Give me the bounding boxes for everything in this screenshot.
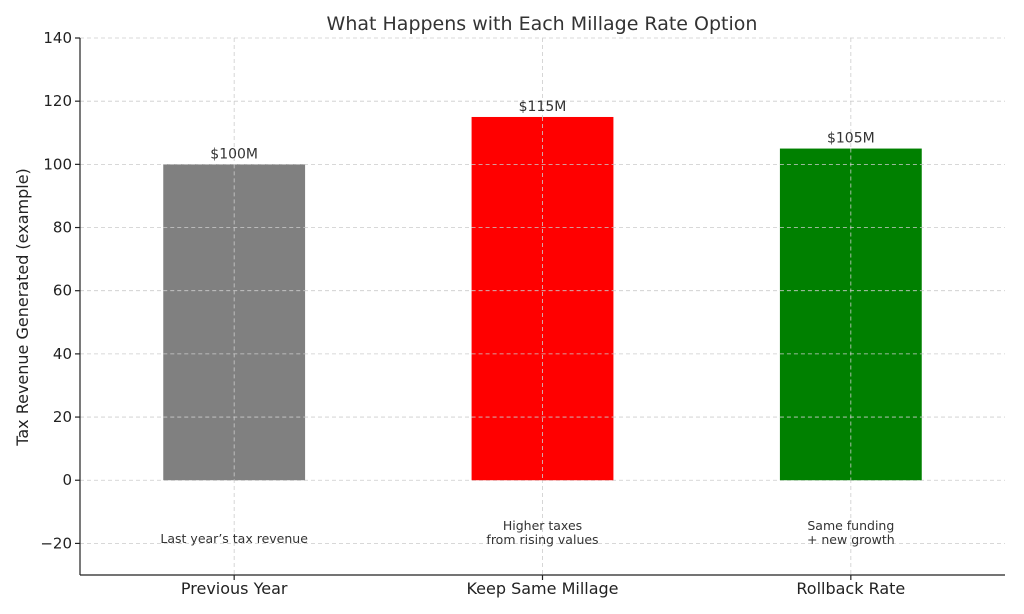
bar-value-label: $115M xyxy=(519,99,567,115)
y-tick-label: 120 xyxy=(43,92,72,110)
x-tick-label: Previous Year xyxy=(181,579,288,598)
bar-value-label: $105M xyxy=(827,131,875,147)
y-tick-label: 40 xyxy=(53,345,72,363)
bar-annotation: Last year’s tax revenue xyxy=(160,531,308,546)
bar-annotation: Same funding xyxy=(807,518,894,533)
y-tick-label: 20 xyxy=(53,408,72,426)
y-tick-label: −20 xyxy=(40,534,72,552)
axis-layer: −20 0 20 40 60 80 100 120 140 Previous Year Keep S… xyxy=(40,29,1005,598)
bar-layer xyxy=(163,116,922,481)
y-tick-label: 100 xyxy=(43,155,72,173)
text-layer: $100M $115M $105M Last year’s tax revenue Hi… xyxy=(160,99,894,547)
bar-annotation: from rising values xyxy=(486,532,598,547)
y-tick-label: 60 xyxy=(53,282,72,300)
y-axis-label: Tax Revenue Generated (example) xyxy=(13,168,32,447)
bar-annotation: + new growth xyxy=(807,532,895,547)
y-tick-label: 80 xyxy=(53,219,72,237)
x-tick-label: Rollback Rate xyxy=(796,579,905,598)
chart-title: What Happens with Each Millage Rate Opti… xyxy=(327,13,758,35)
y-tick-label: 140 xyxy=(43,29,72,47)
y-tick-label: 0 xyxy=(62,471,72,489)
x-tick-label: Keep Same Millage xyxy=(466,579,618,598)
bar-value-label: $100M xyxy=(210,146,258,162)
bar-annotation: Higher taxes xyxy=(503,518,582,533)
